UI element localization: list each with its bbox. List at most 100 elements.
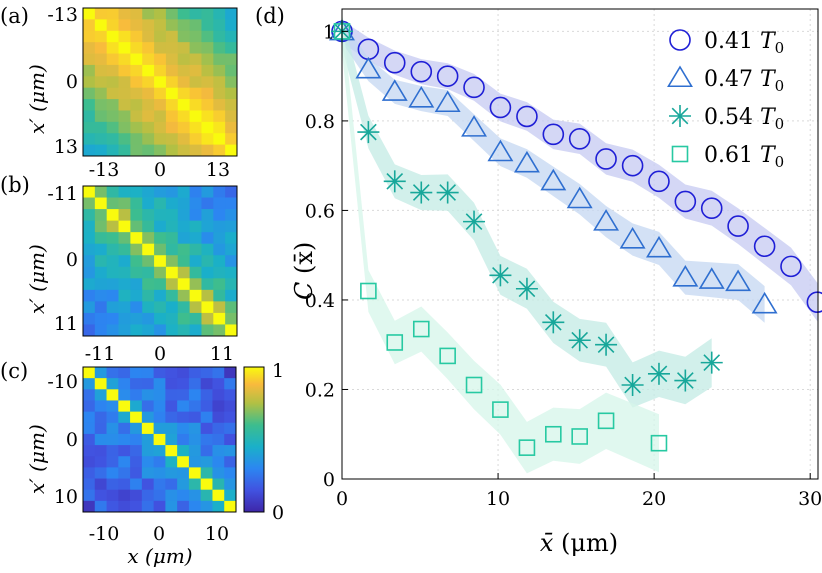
heatmap-b-cell	[118, 266, 131, 279]
panel-c: (c) -10 0 10 -10 0 10 x′ (μm) x (μm)	[0, 359, 237, 568]
heatmap-a-cell	[225, 53, 238, 66]
heatmap-a-cell	[213, 53, 226, 66]
heatmap-a-cell	[130, 144, 143, 157]
heatmap-b-cell	[130, 312, 143, 325]
heatmap-a-cell	[83, 30, 96, 43]
heatmap-a-cell	[165, 121, 179, 134]
panel-c-ytick-bottom: 10	[54, 486, 78, 508]
panel-d-markers	[329, 18, 822, 456]
point-series-3	[518, 439, 536, 456]
heatmap-a-cell	[189, 110, 202, 123]
heatmap-a-cell	[201, 110, 214, 123]
heatmap-a-cell	[142, 121, 155, 134]
heatmap-c-cell	[224, 500, 237, 513]
heatmap-a-cell	[165, 19, 179, 32]
heatmap-c-cell	[94, 467, 107, 479]
heatmap-c-cell	[94, 489, 107, 502]
heatmap-c-cell	[188, 489, 202, 502]
panel-b-ytick-top: -11	[47, 183, 78, 205]
heatmap-c-cell	[188, 400, 202, 413]
heatmap-a-cell	[189, 133, 202, 146]
point-series-1	[646, 235, 672, 258]
heatmap-c-cell	[83, 489, 96, 502]
heatmap-b-cell	[201, 209, 214, 222]
panel-a-xtick-right: 13	[206, 159, 230, 181]
heatmap-a-cell	[154, 53, 167, 66]
heatmap-a-cell	[177, 133, 191, 146]
panel-c-ytick-mid: 0	[66, 429, 78, 451]
heatmap-c-cell	[224, 389, 237, 401]
heatmap-b-cell	[83, 278, 96, 291]
heatmap-c-cell	[177, 467, 190, 479]
heatmap-c-cell	[177, 400, 190, 413]
panel-c-xtick-mid: 0	[153, 523, 165, 545]
heatmap-c-cell	[153, 422, 166, 435]
point-series-0	[542, 123, 565, 146]
heatmap-c-cell	[106, 411, 119, 424]
heatmap-a-cell	[142, 110, 155, 123]
heatmap-b-cell	[177, 186, 191, 198]
heatmap-a-cell	[189, 42, 202, 54]
panel-b-ytick-mid: 0	[66, 249, 78, 271]
heatmap-c-cell	[83, 411, 96, 424]
point-series-3	[650, 434, 668, 452]
x-tick-label: 0	[336, 488, 348, 510]
heatmap-a-cell	[94, 19, 108, 32]
point-series-2	[568, 329, 591, 352]
heatmap-a-cell	[142, 19, 155, 32]
heatmap-c-cell	[200, 433, 213, 446]
heatmap-c-cell	[188, 422, 202, 435]
heatmap-b-cell	[154, 301, 167, 314]
heatmap-b-cell	[83, 243, 96, 256]
heatmap-b-cell	[225, 255, 238, 268]
heatmap-c-cell	[83, 445, 96, 457]
point-series-0	[383, 51, 406, 74]
panel-a-tag: (a)	[0, 4, 29, 28]
point-series-2	[410, 181, 433, 204]
heatmap-a-cell	[94, 133, 108, 146]
heatmap-b-cell	[130, 209, 143, 222]
heatmap-b-cell	[94, 278, 108, 291]
heatmap-b-cell	[118, 301, 131, 314]
heatmap-a-cell	[83, 121, 96, 134]
heatmap-c-cell	[141, 378, 155, 390]
heatmap-c-cell	[212, 411, 225, 424]
point-series-1	[434, 90, 461, 113]
point-series-0	[436, 65, 459, 87]
heatmap-b-cell	[165, 209, 179, 222]
heatmap-a-cell	[118, 64, 131, 77]
heatmap-c-cell	[153, 489, 166, 502]
heatmap-a-cell	[154, 87, 167, 100]
heatmap-a-cell	[142, 8, 155, 20]
heatmap-c-cell	[106, 467, 119, 479]
heatmap-c-cell	[83, 367, 96, 379]
heatmap-a-cell	[130, 133, 143, 146]
heatmap-a-cell	[189, 64, 202, 77]
heatmap-b-cell	[154, 232, 167, 245]
heatmap-a-cell	[165, 110, 179, 123]
heatmap-b-cell	[213, 186, 226, 198]
heatmap-a-cell	[130, 64, 143, 77]
heatmap-b-cell	[154, 266, 167, 279]
heatmap-b-cell	[142, 243, 155, 256]
x-tick-label: 20	[642, 488, 666, 510]
heatmap-b-cell	[225, 278, 238, 291]
legend-label-2: 0.54 T0	[704, 105, 784, 133]
heatmap-a-cell	[142, 144, 155, 157]
heatmap-c-cell	[141, 456, 155, 468]
heatmap-b-cell	[94, 312, 108, 325]
heatmap-a-cell	[154, 133, 167, 146]
heatmap-b-cell	[165, 255, 179, 268]
heatmap-b-cell	[213, 278, 226, 291]
heatmap-a-cell	[118, 110, 131, 123]
point-series-2	[463, 210, 486, 233]
heatmap-a-cell	[130, 8, 143, 20]
legend-marker-2	[669, 105, 691, 127]
heatmap-a-cell	[177, 64, 191, 77]
heatmap-c-cell	[153, 433, 166, 446]
heatmap-b-cell	[225, 209, 238, 222]
heatmap-a-cell	[118, 87, 131, 100]
heatmap-a-cell	[94, 64, 108, 77]
heatmap-b-cell	[118, 289, 131, 302]
heatmap-a-cell	[154, 76, 167, 89]
